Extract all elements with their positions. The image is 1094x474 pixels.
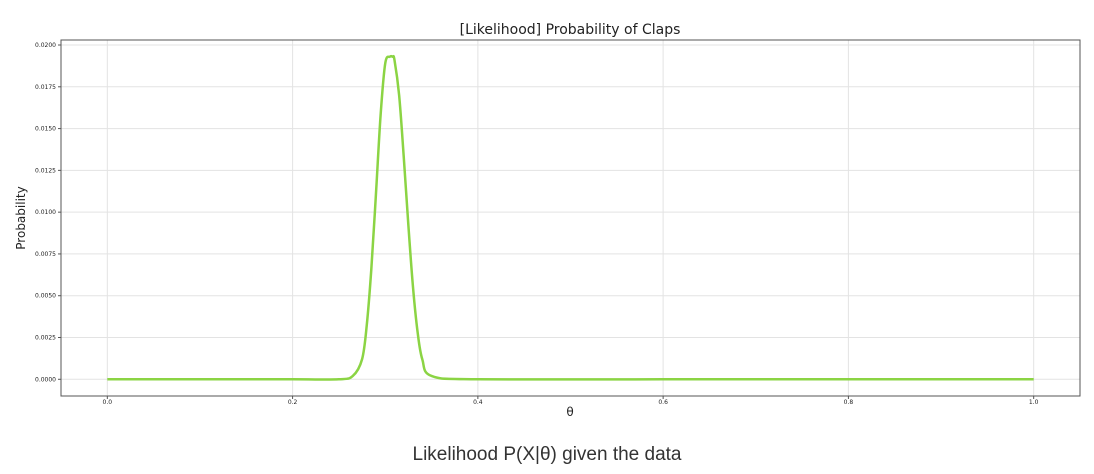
y-tick-label: 0.0200 bbox=[35, 42, 56, 49]
y-tick-labels: 0.0000 0.0025 0.0050 0.0075 0.0100 0.0125 0.01… bbox=[35, 42, 61, 383]
y-tick-label: 0.0050 bbox=[35, 293, 56, 300]
grid bbox=[61, 40, 1080, 396]
series-layer bbox=[107, 54, 1034, 381]
y-axis-label: Probability bbox=[14, 186, 28, 249]
x-tick-label: 0.8 bbox=[844, 399, 854, 406]
y-tick-label: 0.0125 bbox=[35, 167, 56, 174]
figure-caption: Likelihood P(X|θ) given the data bbox=[412, 444, 682, 465]
x-tick-label: 1.0 bbox=[1029, 399, 1039, 406]
y-tick-label: 0.0075 bbox=[35, 251, 56, 258]
x-tick-label: 0.0 bbox=[103, 399, 113, 406]
chart-title: [Likelihood] Probability of Claps bbox=[460, 22, 681, 38]
y-tick-label: 0.0000 bbox=[35, 376, 56, 383]
y-tick-label: 0.0025 bbox=[35, 335, 56, 342]
plot-frame bbox=[60, 39, 1081, 397]
y-tick-label: 0.0100 bbox=[35, 209, 56, 216]
x-tick-label: 0.2 bbox=[288, 399, 298, 406]
y-tick-label: 0.0150 bbox=[35, 126, 56, 133]
likelihood-series-line bbox=[107, 54, 1034, 381]
x-tick-label: 0.4 bbox=[473, 399, 483, 406]
x-tick-labels: 0.0 0.2 0.4 0.6 0.8 1.0 bbox=[103, 396, 1039, 406]
x-axis-label: θ bbox=[566, 405, 573, 419]
x-tick-label: 0.6 bbox=[658, 399, 668, 406]
y-tick-label: 0.0175 bbox=[35, 84, 56, 91]
